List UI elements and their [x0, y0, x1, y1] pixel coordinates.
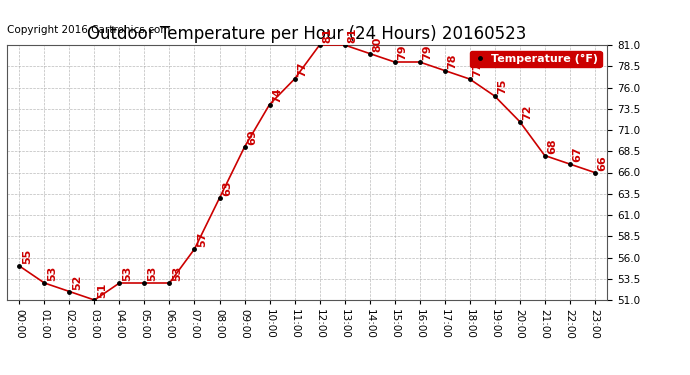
- Text: 79: 79: [397, 45, 407, 60]
- Text: 75: 75: [497, 79, 507, 94]
- Temperature (°F): [290, 77, 299, 81]
- Text: 63: 63: [222, 181, 232, 196]
- Text: 74: 74: [272, 87, 282, 103]
- Temperature (°F): [40, 281, 48, 285]
- Text: 55: 55: [22, 249, 32, 264]
- Text: 57: 57: [197, 232, 207, 247]
- Text: 51: 51: [97, 283, 107, 298]
- Temperature (°F): [566, 162, 574, 166]
- Temperature (°F): [90, 298, 99, 302]
- Text: 53: 53: [172, 266, 182, 281]
- Title: Outdoor Temperature per Hour (24 Hours) 20160523: Outdoor Temperature per Hour (24 Hours) …: [88, 26, 526, 44]
- Temperature (°F): [315, 43, 324, 47]
- Temperature (°F): [115, 281, 124, 285]
- Text: 69: 69: [247, 129, 257, 145]
- Text: 77: 77: [472, 62, 482, 77]
- Temperature (°F): [266, 102, 274, 107]
- Text: 52: 52: [72, 274, 82, 290]
- Temperature (°F): [591, 170, 599, 175]
- Temperature (°F): [140, 281, 148, 285]
- Temperature (°F): [466, 77, 474, 81]
- Legend: Temperature (°F): Temperature (°F): [470, 51, 602, 67]
- Temperature (°F): [540, 153, 549, 158]
- Text: 53: 53: [47, 266, 57, 281]
- Text: 79: 79: [422, 45, 432, 60]
- Text: 81: 81: [322, 28, 332, 43]
- Text: 78: 78: [447, 53, 457, 69]
- Temperature (°F): [215, 196, 224, 200]
- Temperature (°F): [391, 60, 399, 64]
- Text: 77: 77: [297, 62, 307, 77]
- Text: Copyright 2016 Cartronics.com: Copyright 2016 Cartronics.com: [7, 25, 170, 35]
- Temperature (°F): [15, 264, 23, 268]
- Temperature (°F): [66, 289, 74, 294]
- Text: 81: 81: [347, 28, 357, 43]
- Text: 80: 80: [372, 36, 382, 52]
- Temperature (°F): [166, 281, 174, 285]
- Text: 68: 68: [547, 138, 557, 154]
- Temperature (°F): [515, 119, 524, 124]
- Text: 66: 66: [598, 155, 607, 171]
- Temperature (°F): [415, 60, 424, 64]
- Text: 53: 53: [147, 266, 157, 281]
- Text: 67: 67: [572, 147, 582, 162]
- Temperature (°F): [440, 68, 449, 73]
- Text: 53: 53: [122, 266, 132, 281]
- Temperature (°F): [340, 43, 348, 47]
- Temperature (°F): [240, 145, 248, 149]
- Temperature (°F): [491, 94, 499, 98]
- Line: Temperature (°F): Temperature (°F): [16, 42, 598, 303]
- Text: 72: 72: [522, 104, 532, 120]
- Temperature (°F): [366, 51, 374, 56]
- Temperature (°F): [190, 247, 199, 251]
